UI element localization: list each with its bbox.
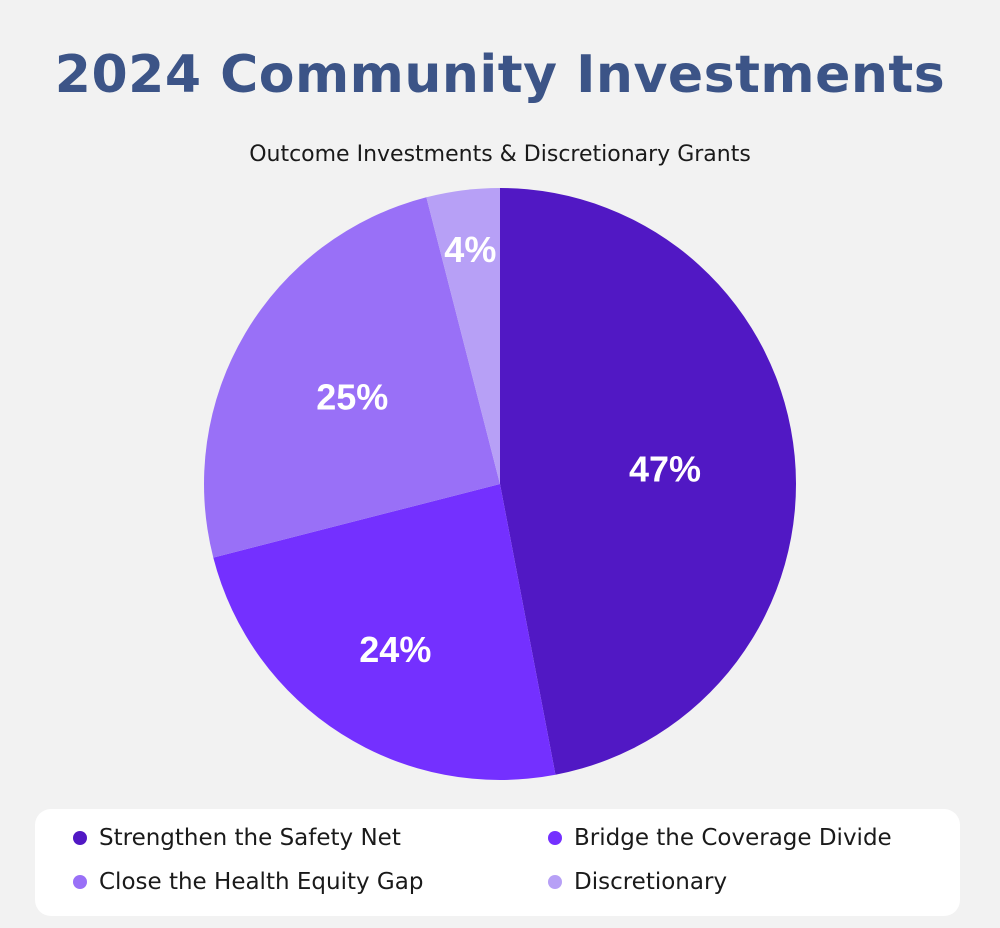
pie-slice-0 — [500, 188, 796, 775]
legend-label: Discretionary — [574, 869, 728, 895]
legend-swatch — [548, 831, 562, 845]
legend-item-health-equity: Close the Health Equity Gap — [73, 867, 423, 897]
pie-slice-1 — [213, 484, 556, 781]
page-title: 2024 Community Investments — [54, 45, 946, 105]
legend-label: Bridge the Coverage Divide — [574, 825, 892, 851]
slice-label-1: 24% — [359, 629, 431, 670]
pie-slice-3 — [426, 188, 500, 484]
slice-label-2: 25% — [316, 377, 388, 418]
legend-swatch — [73, 875, 87, 889]
legend-item-safety-net: Strengthen the Safety Net — [73, 823, 401, 853]
chart-subtitle: Outcome Investments & Discretionary Gran… — [249, 142, 751, 167]
legend-item-coverage-divide: Bridge the Coverage Divide — [548, 823, 892, 853]
pie-slice-2 — [203, 197, 500, 558]
pie-chart: 47% 24% 25% 4% — [203, 188, 796, 781]
legend-label: Close the Health Equity Gap — [99, 869, 424, 895]
legend-item-discretionary: Discretionary — [548, 867, 727, 897]
slice-label-0: 47% — [629, 448, 701, 489]
legend-swatch — [73, 831, 87, 845]
chart-legend: Strengthen the Safety Net Bridge the Cov… — [35, 809, 960, 916]
legend-label: Strengthen the Safety Net — [99, 825, 401, 851]
slice-label-3: 4% — [444, 229, 496, 270]
legend-swatch — [548, 875, 562, 889]
